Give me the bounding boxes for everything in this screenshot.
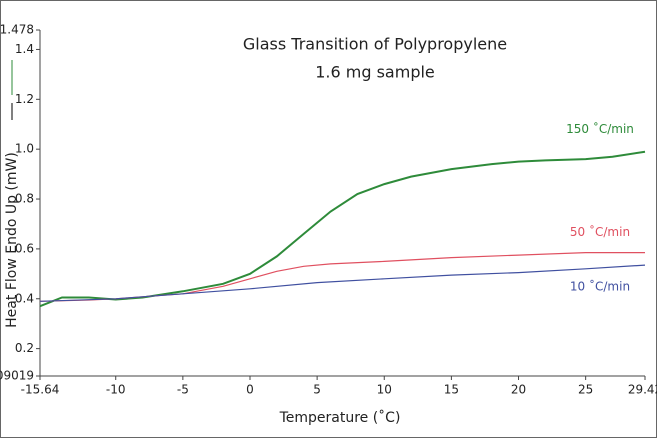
x-tick-label: 10 (377, 383, 392, 397)
series-line (39, 264, 646, 302)
x-tick-label: 0 (246, 383, 254, 397)
x-tick-label: -10 (106, 383, 126, 397)
chart-title: Glass Transition of Polypropylene (243, 35, 507, 54)
y-tick-label: 1.0 (15, 142, 34, 156)
series-label: 50 ˚C/min (570, 224, 630, 239)
x-tick-label: 25 (578, 383, 593, 397)
series-line (39, 150, 646, 308)
x-tick-label: 29.42 (628, 383, 657, 397)
y-tick-label: 1.4 (15, 42, 34, 56)
x-tick-label: 15 (444, 383, 459, 397)
series-label: 10 ˚C/min (570, 279, 630, 294)
y-tick-label: 0.4 (15, 291, 34, 305)
x-tick-label: -5 (177, 383, 189, 397)
y-tick-label: 1.478 (0, 23, 34, 37)
chart-subtitle: 1.6 mg sample (315, 63, 435, 82)
y-tick-label: 1.2 (15, 92, 34, 106)
x-tick-label: 20 (511, 383, 526, 397)
x-tick-label: 5 (313, 383, 321, 397)
y-tick-label: 0.8 (15, 192, 34, 206)
x-tick-label: -15.64 (21, 383, 60, 397)
y-tick-label: 0.09019 (0, 369, 34, 383)
y-tick-label: 0.6 (15, 241, 34, 255)
series-label: 150 ˚C/min (566, 121, 634, 136)
x-axis-label: Temperature (˚C) (279, 409, 401, 426)
y-axis-label: Heat Flow Endo Up (mW) (4, 152, 20, 328)
y-tick-label: 0.2 (15, 341, 34, 355)
